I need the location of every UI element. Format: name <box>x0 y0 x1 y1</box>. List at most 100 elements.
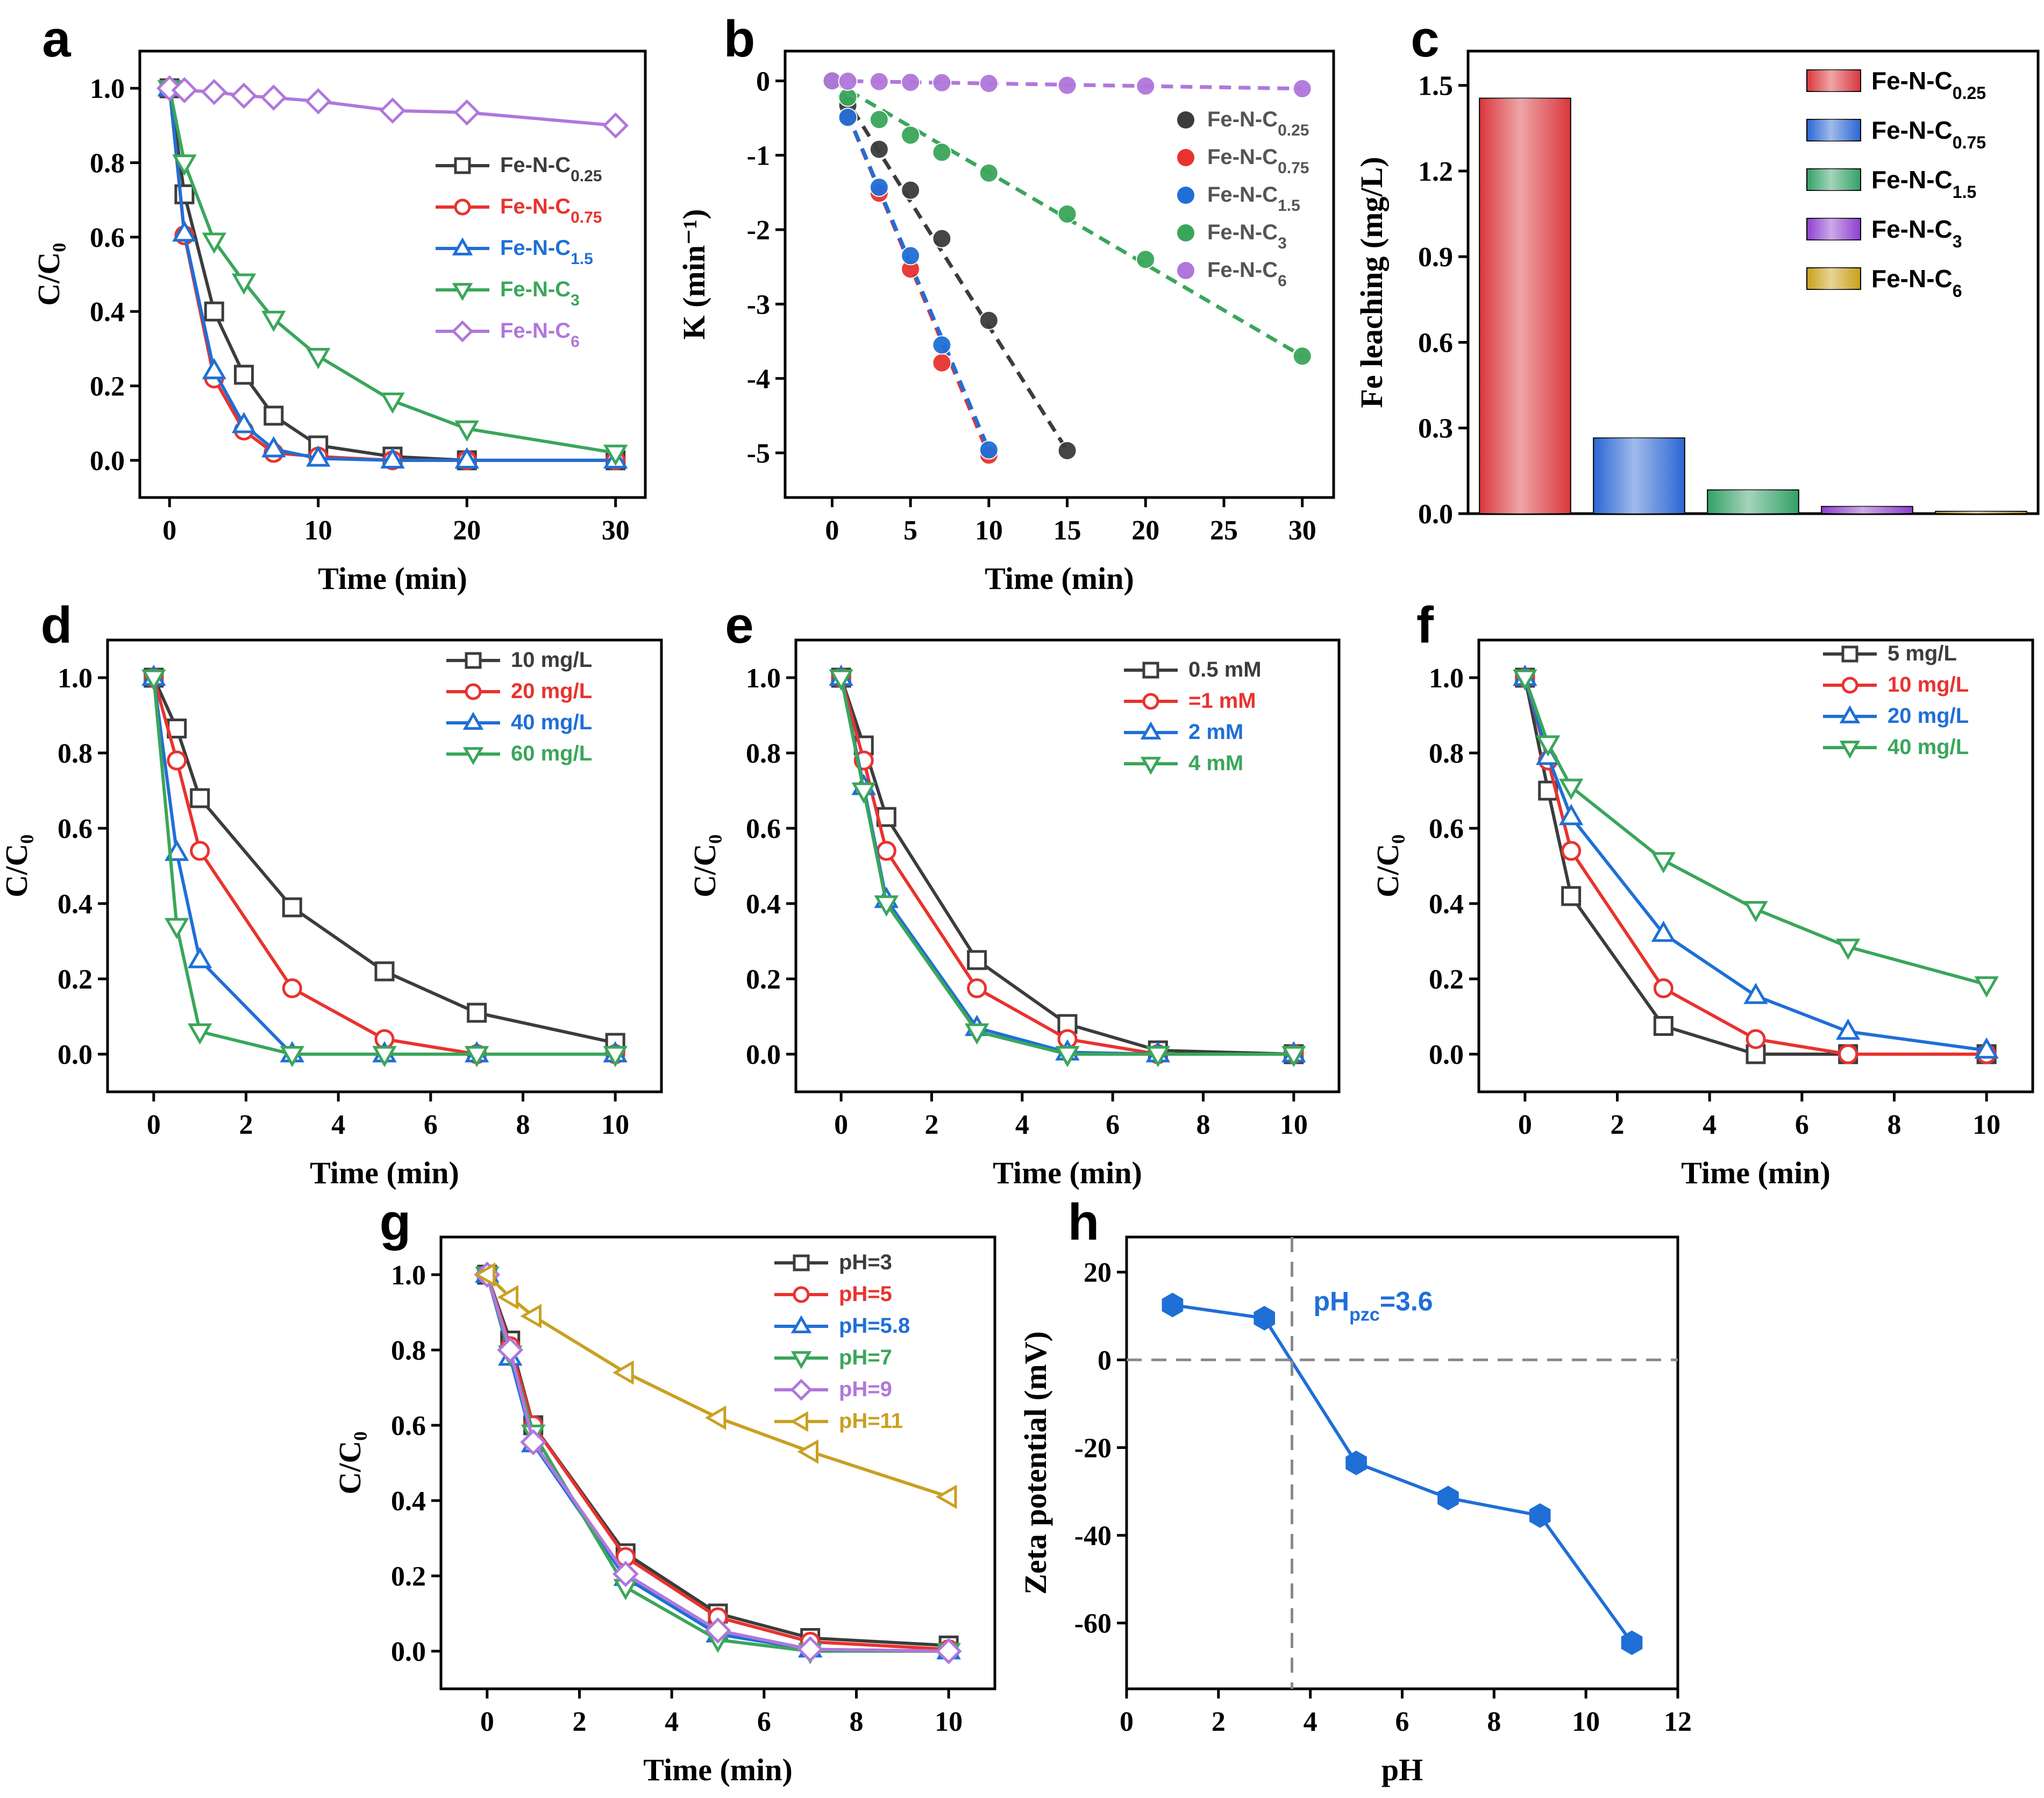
panel-h: h 0 2 4 6 8 10 12 20 0 -20 -40 -60 pH Zeta potential (… <box>1018 1193 1692 1787</box>
series-line <box>152 677 616 1056</box>
legend-label: pH=3 <box>839 1250 892 1274</box>
y-tick-label: 0.6 <box>1429 814 1464 844</box>
data-point <box>1162 1292 1184 1318</box>
panel-d: d 0 2 4 6 8 10 0.0 0.2 0.4 0.6 0.8 1.0 Time (min) C/C₀… <box>0 596 663 1190</box>
bar-highlight <box>1707 489 1799 514</box>
x-tick-label: 8 <box>1888 1110 1901 1140</box>
data-point <box>704 1405 727 1430</box>
y-tick-label: 0.0 <box>1429 1040 1464 1070</box>
data-point <box>464 1046 489 1068</box>
legend-label: Fe-N-C0.25 <box>500 153 602 185</box>
x-axis-label: Time (min) <box>310 1155 459 1190</box>
data-point <box>869 110 889 130</box>
data-point <box>932 229 952 248</box>
data-point <box>1835 939 1861 960</box>
data-point <box>1835 1018 1861 1040</box>
legend: 5 mg/L 10 mg/L 20 mg/L 40 mg/L <box>1823 642 1969 759</box>
legend-marker <box>790 1411 808 1432</box>
data-point <box>1653 1016 1673 1036</box>
y-tick-label: -20 <box>1074 1433 1112 1463</box>
x-tick-label: 10 <box>1280 1110 1308 1140</box>
y-tick-label: 0 <box>756 66 770 97</box>
legend-label: Fe-N-C1.5 <box>500 236 593 268</box>
x-axis-label: Time (min) <box>1681 1155 1831 1190</box>
y-tick-label: 0.6 <box>58 814 92 844</box>
x-tick-label: 30 <box>1288 515 1316 546</box>
data-point <box>704 1617 731 1644</box>
data-point <box>1513 669 1537 691</box>
y-tick-label: 0.9 <box>1418 242 1453 273</box>
y-tick-label: 0.4 <box>58 889 92 920</box>
legend-marker <box>1841 677 1858 694</box>
data-point <box>1057 204 1077 224</box>
y-tick-label: 0 <box>1098 1345 1112 1376</box>
data-point <box>187 947 212 969</box>
x-axis-label: Time (min) <box>993 1155 1142 1190</box>
legend-subscript: 0.75 <box>1278 159 1309 177</box>
x-tick-label: 20 <box>453 515 481 546</box>
data-point <box>1345 1451 1367 1475</box>
legend: 0.5 mM =1 mM 2 mM 4 mM <box>1124 658 1262 775</box>
panel-letter: c <box>1411 10 1439 68</box>
legend-subscript: 6 <box>571 333 580 351</box>
legend-swatch-highlight <box>1807 268 1861 289</box>
x-tick-label: 8 <box>850 1707 864 1737</box>
legend-marker <box>1177 224 1194 241</box>
data-point <box>1055 1046 1080 1068</box>
data-point <box>1136 76 1156 96</box>
data-point <box>932 335 952 355</box>
x-tick-label: 8 <box>1487 1707 1501 1737</box>
data-point <box>967 978 987 998</box>
x-tick-label: 2 <box>1611 1110 1625 1140</box>
legend-label: Fe-N-C0.25 <box>1207 108 1309 139</box>
bar-highlight <box>1935 511 2027 514</box>
legend: pH=3 pH=5 pH=5.8 pH=7 pH=9 pH=11 <box>774 1250 910 1433</box>
legend-subscript: 6 <box>1953 281 1962 301</box>
series-4 <box>822 71 1312 98</box>
y-tick-label: 0.6 <box>391 1411 426 1441</box>
legend-label: 40 mg/L <box>511 710 592 734</box>
data-point <box>851 782 876 804</box>
data-point <box>379 97 406 124</box>
y-tick-label: 0.2 <box>1429 964 1464 995</box>
legend-label: Fe-N-C6 <box>1871 265 1962 301</box>
y-tick-label: 1.0 <box>1429 663 1464 694</box>
legend-subscript: 3 <box>1953 232 1962 251</box>
y-tick-label: 0.2 <box>391 1561 426 1592</box>
data-point <box>1743 983 1768 1004</box>
legend-marker <box>1839 705 1861 723</box>
data-point <box>1292 79 1312 98</box>
y-tick-label: 0.6 <box>746 814 781 844</box>
plot-frame <box>439 1235 996 1690</box>
data-point <box>231 411 257 433</box>
y-tick-label: -4 <box>747 364 770 395</box>
legend-marker <box>793 1286 810 1303</box>
data-point <box>1974 1037 1999 1059</box>
panel-letter: e <box>725 596 753 654</box>
series-3 <box>141 669 628 1068</box>
y-axis-label: C/C₀ <box>687 834 722 897</box>
data-point <box>979 440 999 460</box>
data-point <box>372 1046 397 1068</box>
legend-subscript: 3 <box>571 292 580 309</box>
legend-label: pH=7 <box>839 1346 892 1369</box>
x-tick-label: 6 <box>1795 1110 1809 1140</box>
data-point <box>260 84 287 111</box>
x-axis-label: Time (min) <box>318 561 467 596</box>
legend-swatch-highlight <box>1807 169 1861 190</box>
legend-marker <box>793 1254 810 1271</box>
pzc-value: =3.6 <box>1380 1286 1433 1316</box>
y-tick-label: 0.3 <box>1418 414 1453 444</box>
series-0 <box>1162 1292 1643 1655</box>
y-tick-label: 1.0 <box>746 663 781 694</box>
legend-subscript: 0.75 <box>571 209 602 226</box>
legend-marker <box>1177 187 1194 204</box>
data-point <box>838 72 858 91</box>
y-tick-label: -2 <box>747 215 770 246</box>
legend-label: 20 mg/L <box>1888 704 1969 728</box>
legend-label: pH=5.8 <box>839 1314 910 1338</box>
data-point <box>829 669 853 691</box>
y-tick-label: -1 <box>747 141 770 172</box>
y-tick-label: 0.4 <box>1429 889 1464 920</box>
